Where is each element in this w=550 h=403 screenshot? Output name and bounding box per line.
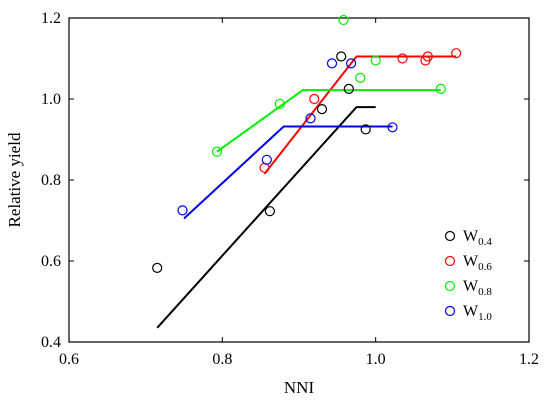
data-point (343, 83, 354, 95)
data-point (397, 53, 408, 64)
legend-marker (444, 305, 456, 317)
data-point (326, 58, 338, 69)
data-point (346, 58, 357, 69)
series-line (183, 125, 393, 220)
legend: W0.4 W0.6 W0.8 W1.0 (444, 228, 492, 323)
series-line (263, 55, 457, 175)
x-tick-label: 0.6 (59, 351, 79, 368)
x-tick-label: 1.0 (366, 351, 386, 368)
series-line (216, 89, 441, 153)
data-point (305, 113, 316, 124)
x-axis-title: NNI (284, 378, 315, 397)
data-point (177, 205, 188, 216)
legend-marker (444, 255, 456, 267)
data-point (274, 98, 285, 110)
legend-label: W0.6 (463, 253, 492, 273)
x-axis: 0.6 0.8 1.0 1.2 (59, 18, 539, 368)
data-point (152, 262, 163, 273)
y-tick-label: 0.4 (41, 334, 61, 351)
data-point (387, 122, 398, 133)
data-point (336, 51, 347, 62)
legend-label: W1.0 (463, 303, 492, 323)
data-points (152, 14, 462, 273)
data-point (211, 146, 223, 157)
data-point (435, 83, 446, 95)
data-point (360, 124, 371, 135)
legend-marker (444, 280, 456, 292)
legend-label: W0.4 (463, 228, 492, 248)
legend-label: W0.8 (463, 278, 492, 298)
data-point (422, 51, 433, 62)
plot-area (68, 17, 530, 343)
fit-lines (156, 55, 457, 329)
y-tick-label: 1.2 (41, 10, 61, 27)
data-point (264, 206, 275, 217)
data-point (309, 93, 320, 105)
y-axis-title: Relative yield (5, 132, 24, 227)
y-tick-label: 1.0 (41, 91, 61, 108)
x-tick-label: 1.2 (519, 351, 539, 368)
data-point (355, 72, 366, 84)
plot-frame (68, 17, 530, 343)
y-tick-label: 0.6 (41, 253, 61, 270)
x-tick-label: 0.8 (212, 351, 232, 368)
data-point (451, 48, 462, 59)
series-line (156, 106, 376, 329)
y-axis: 0.4 0.6 0.8 1.0 1.2 (41, 10, 529, 351)
data-point (316, 103, 328, 115)
data-point (370, 55, 381, 66)
data-point (338, 14, 349, 26)
y-tick-label: 0.8 (41, 172, 61, 189)
legend-marker (444, 230, 456, 242)
data-point (261, 154, 272, 165)
